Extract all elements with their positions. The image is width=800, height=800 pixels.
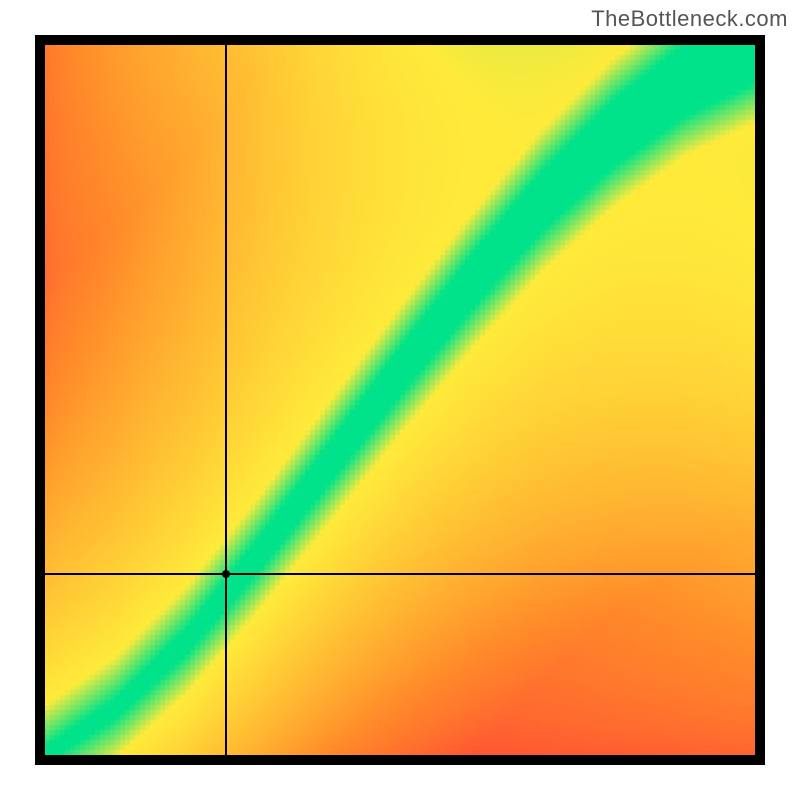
crosshair-horizontal-line bbox=[45, 573, 755, 574]
crosshair-vertical-line bbox=[225, 45, 226, 755]
watermark-text: TheBottleneck.com bbox=[591, 6, 788, 32]
crosshair-marker bbox=[222, 570, 230, 578]
chart-frame bbox=[35, 35, 765, 765]
bottleneck-heatmap bbox=[45, 45, 755, 755]
